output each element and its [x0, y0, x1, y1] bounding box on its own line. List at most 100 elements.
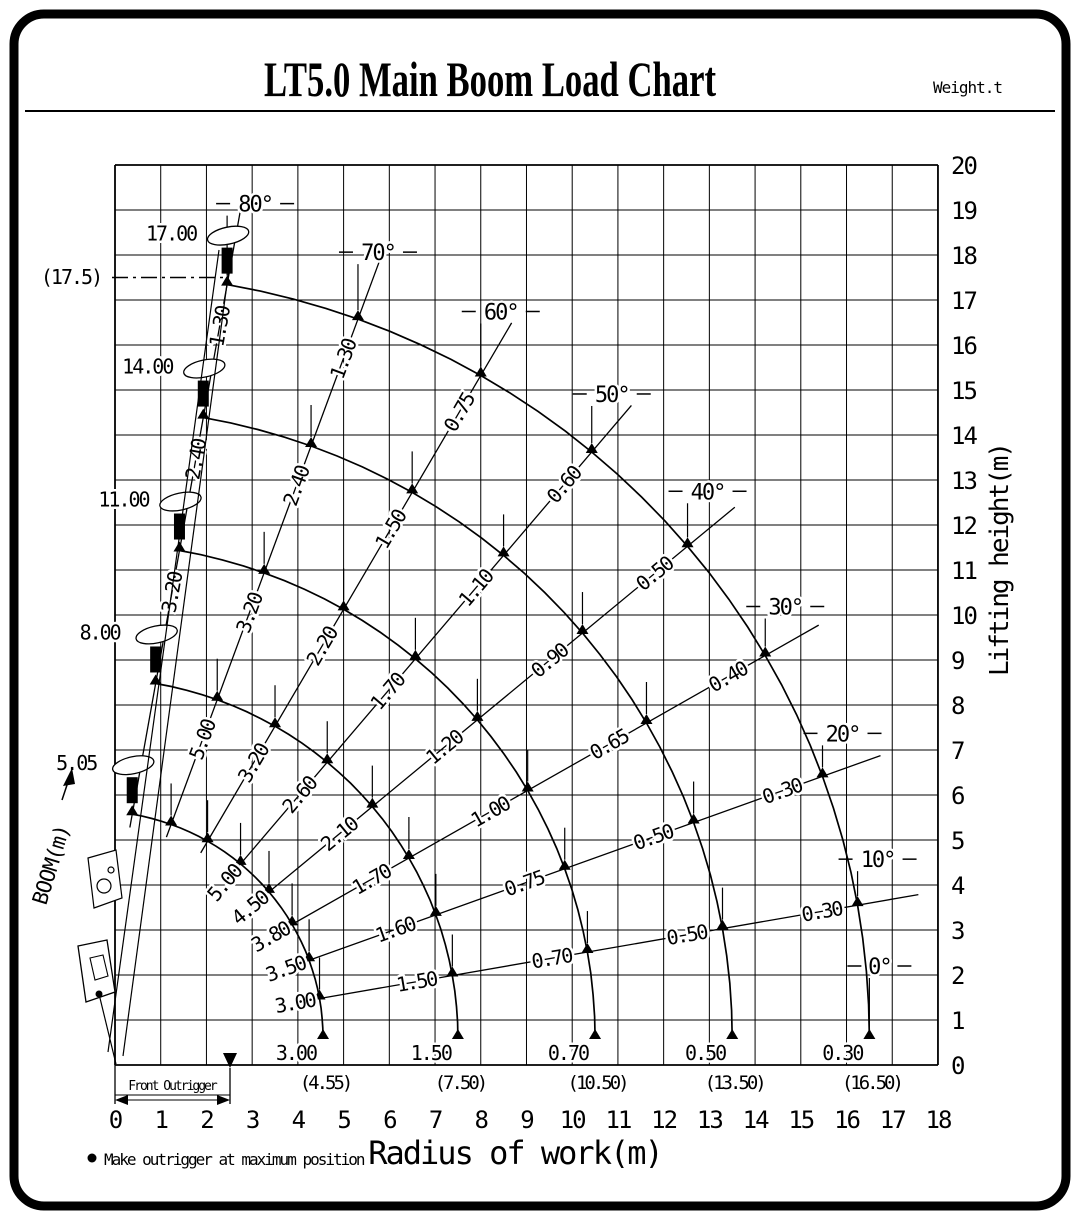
boom-length-label: 8.00	[80, 620, 121, 644]
y-tick-label: 15	[951, 377, 976, 405]
tip-marker-icon	[558, 859, 571, 870]
load-value-label: 1.60	[372, 911, 419, 947]
tip-marker-icon	[234, 854, 247, 865]
tip-marker-icon	[681, 537, 694, 548]
angle-label-50: 50°	[595, 383, 629, 408]
x-tick-label: 6	[383, 1106, 396, 1134]
tip-marker-icon	[321, 753, 334, 764]
tip-marker-icon	[351, 310, 364, 321]
tip-marker-icon	[406, 483, 419, 494]
tip-marker-icon	[211, 690, 224, 701]
load-value-label: 3.80	[247, 916, 295, 957]
load-value-label: 0.50	[665, 919, 710, 950]
x-tick-label: 16	[834, 1106, 859, 1134]
y-tick-label: 5	[951, 827, 964, 855]
angle-ray-20	[295, 754, 881, 966]
hook-block-icon	[173, 513, 185, 540]
boom-length-label: 5.05	[56, 751, 97, 775]
angle-label-0: 0°	[868, 955, 891, 980]
chart-plot-area: 0 1 2 3 4 5 6 7 8 9 10 11 12 13 14 15 16 17 18012345678910…	[54, 150, 982, 1163]
front-outrigger-label: Front Outrigger	[128, 1079, 218, 1094]
boom-length-label: 17.00	[146, 222, 197, 246]
y-tick-label: 9	[951, 647, 964, 675]
tip-marker-icon	[201, 832, 214, 843]
max-radius-label: (7.50)	[435, 1072, 486, 1094]
tip-marker-icon	[286, 915, 299, 926]
y-tick-label: 1	[951, 1007, 964, 1035]
tip-marker-icon	[497, 546, 510, 557]
tip-marker-icon	[429, 905, 442, 916]
angle-label-10: 10°	[861, 848, 895, 873]
tip-marker-icon	[446, 966, 459, 977]
tip-marker-icon	[317, 1029, 330, 1039]
load-value-label: 3.00	[273, 987, 318, 1018]
tip-marker-icon	[303, 951, 316, 962]
load-value-label: 0.40	[704, 656, 752, 697]
y-tick-label: 10	[951, 602, 976, 630]
x-tick-label: 17	[880, 1106, 905, 1134]
angle-ray-60	[200, 322, 513, 854]
y-tick-label: 13	[951, 467, 976, 495]
tip-marker-icon	[451, 1029, 464, 1039]
tip-marker-icon	[366, 797, 379, 808]
load-value-label: 5.00	[184, 716, 221, 763]
tip-marker-icon	[269, 717, 282, 728]
crane-boom-edge	[122, 253, 232, 1057]
tip-marker-icon	[474, 366, 487, 377]
angle-label-60: 60°	[484, 300, 518, 325]
load-value-label: 2.40	[278, 462, 315, 509]
dim-arrow-right-icon	[217, 1095, 230, 1105]
angle-ray-70	[165, 261, 380, 838]
load-value-label: 3.50	[262, 950, 309, 986]
tip-marker-icon	[726, 1029, 739, 1039]
load-value-label: 1.70	[365, 668, 410, 715]
load-value-label: 1.20	[421, 725, 468, 770]
y-tick-label: 17	[951, 287, 976, 315]
boom-head-icon	[135, 624, 178, 645]
note-bullet-icon	[87, 1153, 97, 1163]
angle-ray-10	[305, 893, 919, 1002]
tip-marker-icon	[263, 882, 276, 893]
y-tick-label: 0	[951, 1052, 964, 1080]
x-tick-label: 7	[429, 1106, 442, 1134]
boom-sheave-icon	[96, 878, 112, 894]
tip-marker-icon	[759, 646, 772, 657]
x-tick-label: 14	[743, 1106, 769, 1134]
load-value-label: 2.10	[316, 811, 363, 856]
y-tick-label: 3	[951, 917, 964, 945]
load-value-label: 0.90	[526, 638, 573, 683]
load-value-label: 0.65	[585, 724, 633, 765]
boom-length-label: 14.00	[122, 355, 173, 379]
boom-head-icon	[111, 755, 155, 776]
x-tick-label: 8	[475, 1106, 488, 1134]
load-value-label: 0.75	[501, 865, 548, 901]
tip-marker-icon	[687, 813, 700, 824]
y-axis-title: Lifting height(m)	[985, 444, 1015, 676]
y-tick-label: 11	[951, 557, 976, 585]
load-value-label: 2.60	[277, 771, 322, 818]
tip-marker-icon	[521, 781, 534, 792]
tip-marker-icon	[402, 849, 415, 859]
load-value-label: 2.20	[301, 622, 343, 670]
x-tick-label: 1	[154, 1106, 167, 1134]
tip-marker-icon	[313, 989, 326, 1000]
tip-marker-icon	[640, 714, 653, 724]
load-value-label: 0.60	[542, 461, 587, 508]
y-tick-label: 20	[951, 152, 976, 180]
x-tick-label: 4	[292, 1106, 306, 1134]
load-value-bottom-label: 1.50	[411, 1041, 452, 1065]
tip-marker-icon	[863, 1029, 876, 1039]
tip-marker-icon	[258, 563, 271, 574]
load-value-label: 1.50	[394, 966, 439, 997]
load-value-label: 0.50	[631, 551, 678, 596]
boom-foot-link-line	[98, 993, 117, 1065]
x-tick-label: 13	[697, 1106, 722, 1134]
load-value-label: 0.70	[530, 943, 575, 974]
weight-unit-label: Weight.t	[933, 78, 1002, 97]
tip-marker-icon	[197, 408, 210, 419]
tip-marker-icon	[173, 541, 186, 552]
x-tick-label: 12	[651, 1106, 676, 1134]
x-tick-label: 10	[560, 1106, 585, 1134]
